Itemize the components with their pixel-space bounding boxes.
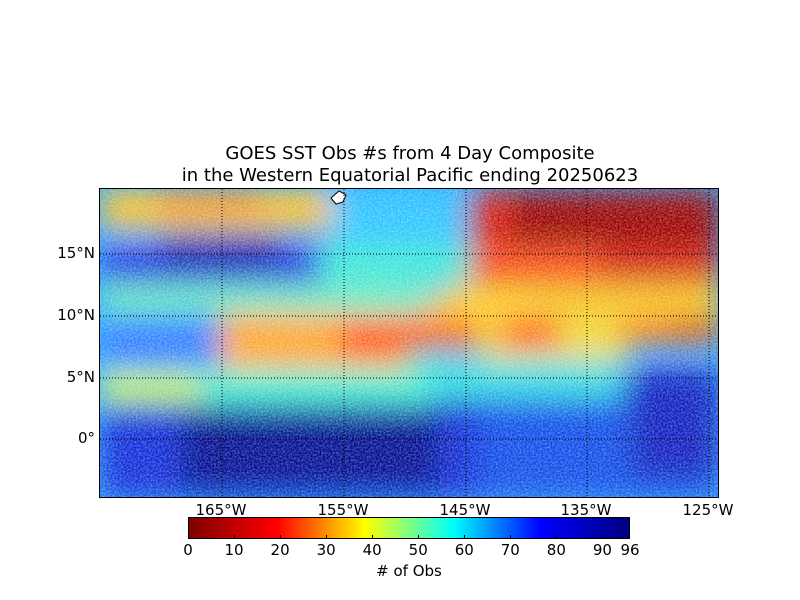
colorbar-tick-label: 80 [546,541,566,559]
map-plot [100,189,718,497]
colorbar-tick-mark [372,535,374,539]
lon-label-135w: 135°W [560,501,612,519]
graticule [100,189,718,497]
colorbar-tick-label: 90 [592,541,612,559]
colorbar-tick-mark [280,535,282,539]
lat-label-15n: 15°N [57,244,95,262]
colorbar-tick-mark [234,535,236,539]
lat-label-0: 0° [77,429,95,447]
colorbar-tick-label: 0 [183,541,193,559]
lon-label-125w: 125°W [682,501,734,519]
colorbar-tick-label: 10 [224,541,244,559]
colorbar-tick-label: 50 [408,541,428,559]
colorbar-tick-label: 30 [316,541,336,559]
sst-obs-map [99,188,719,498]
colorbar-tick-label: 96 [620,541,640,559]
map-title-line-1: GOES SST Obs #s from 4 Day Composite [225,143,595,164]
lon-label-165w: 165°W [195,501,247,519]
map-title-line-2: in the Western Equatorial Pacific ending… [181,165,639,186]
colorbar-tick-label: 20 [270,541,290,559]
lon-label-145w: 145°W [439,501,491,519]
lat-label-5n: 5°N [66,368,95,386]
colorbar-tick-mark [418,535,420,539]
colorbar-tick-mark [602,535,604,539]
obs-noise [100,189,718,497]
lon-label-155w: 155°W [317,501,369,519]
colorbar-tick-mark [188,535,189,539]
lat-label-10n: 10°N [57,306,95,324]
colorbar [188,517,630,539]
colorbar-tick-label: 70 [500,541,520,559]
colorbar-tick-label: 60 [454,541,474,559]
colorbar-tick-mark [510,535,512,539]
colorbar-tick-mark [464,535,466,539]
colorbar-tick-mark [556,535,558,539]
colorbar-tick-label: 40 [362,541,382,559]
colorbar-label: # of Obs [376,562,442,580]
colorbar-tick-mark [326,535,328,539]
colorbar-tick-mark [629,535,630,539]
